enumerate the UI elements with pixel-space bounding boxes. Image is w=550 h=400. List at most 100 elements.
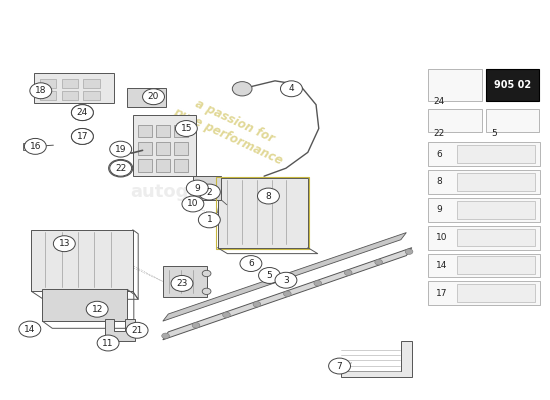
Text: 5: 5 — [267, 271, 272, 280]
Circle shape — [283, 291, 291, 296]
Text: 19: 19 — [115, 145, 126, 154]
Text: 12: 12 — [91, 305, 103, 314]
Text: 10: 10 — [437, 233, 448, 242]
Circle shape — [19, 321, 41, 337]
Text: 9: 9 — [194, 184, 200, 192]
Circle shape — [109, 160, 133, 177]
Circle shape — [202, 270, 211, 277]
Circle shape — [223, 312, 230, 318]
Circle shape — [199, 184, 221, 200]
FancyBboxPatch shape — [193, 176, 221, 200]
Circle shape — [126, 322, 148, 338]
Circle shape — [184, 198, 202, 210]
Polygon shape — [106, 319, 135, 341]
Circle shape — [110, 141, 131, 157]
Circle shape — [199, 212, 221, 228]
FancyBboxPatch shape — [62, 91, 78, 100]
Circle shape — [86, 301, 108, 317]
Circle shape — [314, 280, 322, 286]
FancyBboxPatch shape — [138, 124, 152, 137]
Text: 24: 24 — [77, 108, 88, 117]
FancyBboxPatch shape — [84, 91, 100, 100]
Text: 7: 7 — [337, 362, 343, 370]
FancyBboxPatch shape — [428, 254, 541, 278]
Circle shape — [72, 105, 94, 120]
Text: 11: 11 — [102, 338, 114, 348]
FancyBboxPatch shape — [23, 143, 37, 150]
FancyBboxPatch shape — [456, 201, 535, 219]
Circle shape — [344, 270, 352, 276]
Text: 22: 22 — [115, 164, 126, 173]
FancyBboxPatch shape — [456, 173, 535, 191]
FancyBboxPatch shape — [456, 228, 535, 246]
FancyBboxPatch shape — [156, 142, 170, 155]
Circle shape — [275, 272, 297, 288]
Text: 20: 20 — [148, 92, 159, 101]
Circle shape — [329, 358, 350, 374]
FancyBboxPatch shape — [428, 69, 482, 101]
Text: 3: 3 — [283, 276, 289, 285]
Circle shape — [202, 288, 211, 294]
Polygon shape — [163, 248, 412, 340]
Text: 17: 17 — [76, 132, 88, 141]
Circle shape — [162, 333, 169, 339]
Text: 13: 13 — [58, 239, 70, 248]
Text: 10: 10 — [187, 200, 199, 208]
FancyBboxPatch shape — [218, 178, 308, 248]
Text: 21: 21 — [131, 326, 143, 335]
Text: 15: 15 — [180, 124, 192, 133]
Text: 22: 22 — [434, 129, 445, 138]
Text: 5: 5 — [492, 129, 497, 138]
FancyBboxPatch shape — [127, 88, 166, 107]
Circle shape — [142, 89, 164, 105]
Circle shape — [182, 196, 204, 212]
Text: 14: 14 — [437, 261, 448, 270]
Circle shape — [110, 160, 131, 176]
Text: 16: 16 — [30, 142, 41, 151]
Circle shape — [53, 236, 75, 252]
Circle shape — [72, 105, 94, 120]
Text: 23: 23 — [177, 279, 188, 288]
Text: 18: 18 — [35, 86, 47, 95]
Text: 2: 2 — [206, 188, 212, 196]
Circle shape — [186, 180, 208, 196]
FancyBboxPatch shape — [456, 145, 535, 163]
FancyBboxPatch shape — [428, 109, 482, 132]
Text: autogerp: autogerp — [130, 183, 223, 201]
Text: 4: 4 — [289, 84, 294, 93]
FancyBboxPatch shape — [133, 114, 196, 176]
FancyBboxPatch shape — [428, 226, 541, 250]
Text: 24: 24 — [434, 97, 445, 106]
FancyBboxPatch shape — [486, 109, 540, 132]
FancyBboxPatch shape — [138, 160, 152, 172]
FancyBboxPatch shape — [31, 230, 133, 291]
Circle shape — [192, 322, 200, 328]
Circle shape — [24, 138, 46, 154]
FancyBboxPatch shape — [174, 124, 188, 137]
Text: 9: 9 — [437, 205, 442, 214]
Circle shape — [232, 82, 252, 96]
FancyBboxPatch shape — [163, 266, 207, 297]
Circle shape — [30, 83, 52, 99]
Circle shape — [280, 81, 302, 97]
Circle shape — [72, 128, 94, 144]
FancyBboxPatch shape — [42, 289, 127, 321]
FancyBboxPatch shape — [62, 79, 78, 88]
Text: 905 02: 905 02 — [494, 80, 531, 90]
Text: 8: 8 — [437, 178, 442, 186]
FancyBboxPatch shape — [456, 256, 535, 274]
Circle shape — [258, 268, 280, 284]
FancyBboxPatch shape — [34, 73, 113, 103]
Text: 6: 6 — [437, 150, 442, 159]
FancyBboxPatch shape — [428, 282, 541, 305]
Polygon shape — [340, 341, 412, 377]
Circle shape — [97, 335, 119, 351]
Text: a passion for
pure performance: a passion for pure performance — [171, 90, 292, 167]
Circle shape — [240, 256, 262, 272]
FancyBboxPatch shape — [486, 69, 540, 101]
FancyBboxPatch shape — [40, 91, 56, 100]
Circle shape — [175, 120, 197, 136]
FancyBboxPatch shape — [156, 160, 170, 172]
FancyBboxPatch shape — [174, 142, 188, 155]
FancyBboxPatch shape — [428, 142, 541, 166]
